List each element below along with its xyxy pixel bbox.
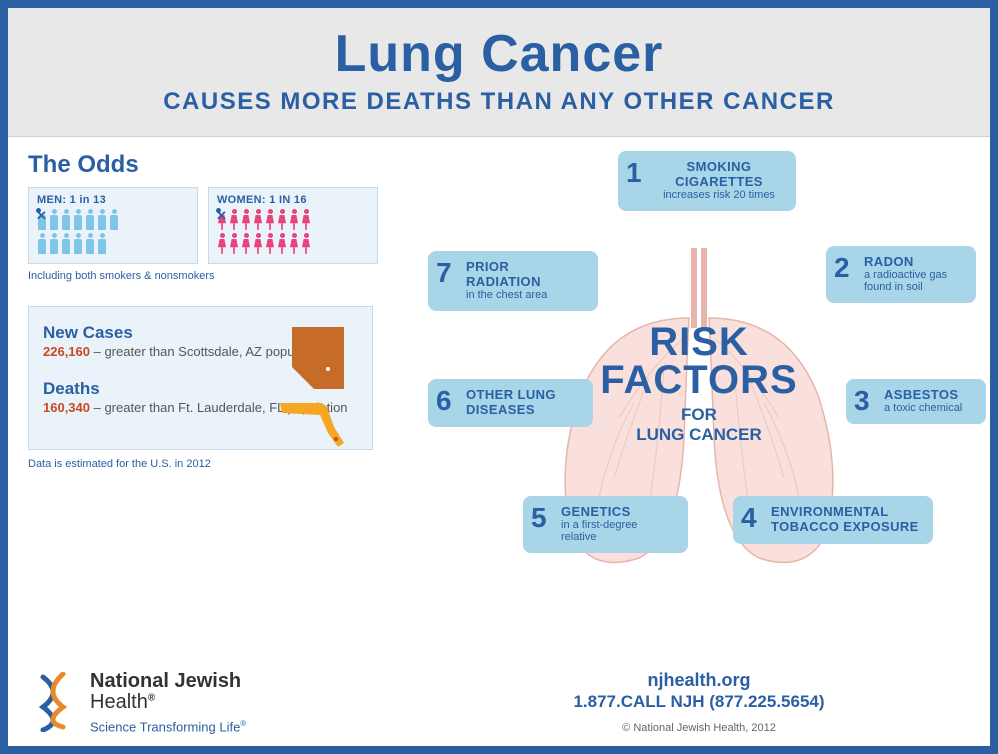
factor-title: RADON — [864, 254, 962, 269]
person-icon — [265, 233, 275, 255]
arizona-map-icon — [282, 319, 362, 399]
person-icon — [97, 209, 107, 231]
person-icon — [217, 233, 227, 255]
factor-title: ASBESTOS — [884, 387, 972, 402]
factor-desc: increases risk 20 times — [656, 189, 782, 201]
person-icon — [301, 209, 311, 231]
risk-factor-3: 3 ASBESTOSa toxic chemical — [846, 379, 986, 424]
risk-factor-4: 4 ENVIRONMENTAL TOBACCO EXPOSURE — [733, 496, 933, 544]
person-icon — [253, 233, 263, 255]
header: Lung Cancer CAUSES MORE DEATHS THAN ANY … — [8, 8, 990, 137]
person-icon — [289, 233, 299, 255]
person-icon — [73, 233, 83, 255]
factor-number: 4 — [741, 502, 757, 534]
person-icon — [73, 209, 83, 231]
copyright: © National Jewish Health, 2012 — [428, 722, 970, 734]
person-icon — [253, 209, 263, 231]
logo-line1: National Jewish — [90, 671, 246, 692]
risk-factor-1: 1 SMOKING CIGARETTESincreases risk 20 tim… — [618, 151, 796, 211]
person-icon — [61, 209, 71, 231]
factor-title: OTHER LUNG DISEASES — [466, 387, 579, 417]
factors-word: FACTORS — [589, 361, 809, 399]
logo-line2: Health® — [90, 692, 246, 713]
person-icon — [241, 233, 251, 255]
for-word: FOR — [589, 405, 809, 425]
left-column: The Odds MEN: 1 in 13 WOMEN: 1 IN 16 Inc… — [28, 151, 408, 734]
risk-center-label: RISK FACTORS FOR LUNG CANCER — [589, 323, 809, 445]
person-icon — [85, 233, 95, 255]
person-icon — [61, 233, 71, 255]
odds-cards: MEN: 1 in 13 WOMEN: 1 IN 16 — [28, 187, 408, 264]
deaths-number: 160,340 — [43, 400, 90, 415]
logo-block: National Jewish Health® Science Transfor… — [28, 651, 408, 734]
person-icon — [97, 233, 107, 255]
risk-factor-2: 2 RADONa radioactive gas found in soil — [826, 246, 976, 303]
lung-cancer-word: LUNG CANCER — [589, 425, 809, 445]
florida-map-icon — [272, 393, 362, 453]
factor-title: GENETICS — [561, 504, 674, 519]
person-icon — [229, 233, 239, 255]
person-icon — [217, 209, 227, 231]
risk-word: RISK — [589, 323, 809, 361]
person-icon — [289, 209, 299, 231]
factor-number: 1 — [626, 157, 642, 189]
person-icon — [85, 209, 95, 231]
odds-men-card: MEN: 1 in 13 — [28, 187, 198, 264]
risk-factor-7: 7 PRIOR RADIATIONin the chest area — [428, 251, 598, 311]
women-icon-grid — [217, 209, 369, 255]
factor-number: 3 — [854, 385, 870, 417]
person-icon — [277, 233, 287, 255]
njh-logo-icon — [28, 672, 78, 732]
logo-tagline: Science Transforming Life® — [90, 719, 246, 734]
right-column: RISK FACTORS FOR LUNG CANCER 1 SMOKING CI… — [428, 151, 970, 734]
person-icon — [301, 233, 311, 255]
content-area: The Odds MEN: 1 in 13 WOMEN: 1 IN 16 Inc… — [8, 137, 990, 746]
person-icon — [109, 209, 119, 231]
factor-desc: in a first-degree relative — [561, 519, 674, 543]
website: njhealth.org — [428, 670, 970, 691]
risk-factor-5: 5 GENETICSin a first-degree relative — [523, 496, 688, 553]
new-cases-number: 226,160 — [43, 344, 90, 359]
factor-desc: a radioactive gas found in soil — [864, 269, 962, 293]
subtitle: CAUSES MORE DEATHS THAN ANY OTHER CANCER — [28, 88, 970, 116]
person-icon — [277, 209, 287, 231]
odds-note: Including both smokers & nonsmokers — [28, 270, 408, 282]
factor-number: 5 — [531, 502, 547, 534]
factor-title: ENVIRONMENTAL TOBACCO EXPOSURE — [771, 504, 919, 534]
stats-card: New Cases 226,160 – greater than Scottsd… — [28, 306, 373, 450]
person-icon — [265, 209, 275, 231]
factor-desc: a toxic chemical — [884, 402, 972, 414]
factor-number: 2 — [834, 252, 850, 284]
men-icon-grid — [37, 209, 189, 255]
infographic-frame: Lung Cancer CAUSES MORE DEATHS THAN ANY … — [0, 0, 998, 754]
odds-men-label: MEN: 1 in 13 — [37, 194, 189, 206]
factor-title: SMOKING CIGARETTES — [656, 159, 782, 189]
phone-number: 1.877.CALL NJH (877.225.5654) — [428, 692, 970, 712]
stats-footnote: Data is estimated for the U.S. in 2012 — [28, 458, 408, 470]
factor-number: 6 — [436, 385, 452, 417]
person-icon — [241, 209, 251, 231]
factor-number: 7 — [436, 257, 452, 289]
risk-factor-6: 6 OTHER LUNG DISEASES — [428, 379, 593, 427]
person-icon — [49, 233, 59, 255]
factor-title: PRIOR RADIATION — [466, 259, 584, 289]
person-icon — [37, 233, 47, 255]
person-icon — [49, 209, 59, 231]
logo-text: National Jewish Health® Science Transfor… — [90, 671, 246, 734]
contact-block: njhealth.org 1.877.CALL NJH (877.225.565… — [428, 670, 970, 734]
main-title: Lung Cancer — [28, 24, 970, 84]
factor-desc: in the chest area — [466, 289, 584, 301]
person-icon — [37, 209, 47, 231]
odds-heading: The Odds — [28, 151, 408, 179]
odds-women-label: WOMEN: 1 IN 16 — [217, 194, 369, 206]
odds-women-card: WOMEN: 1 IN 16 — [208, 187, 378, 264]
person-icon — [229, 209, 239, 231]
